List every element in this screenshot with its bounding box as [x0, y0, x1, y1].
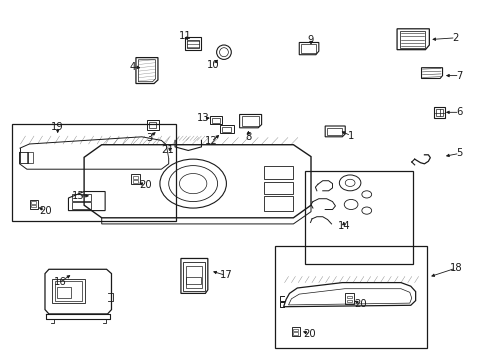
Bar	[183, 262, 204, 291]
Bar	[55, 281, 82, 301]
Text: 1: 1	[347, 131, 354, 141]
Text: 5: 5	[455, 148, 462, 158]
Text: 4: 4	[130, 62, 136, 72]
Bar	[27, 152, 33, 163]
Bar	[275, 246, 426, 348]
Text: 13: 13	[197, 113, 209, 123]
Text: 14: 14	[337, 221, 349, 231]
Text: 12: 12	[204, 136, 217, 147]
Bar	[345, 293, 353, 304]
Text: 19: 19	[51, 122, 64, 132]
Bar	[132, 176, 138, 179]
Bar	[131, 174, 140, 184]
Text: 6: 6	[455, 107, 462, 117]
Text: 2: 2	[451, 33, 458, 43]
Bar	[185, 277, 201, 284]
Bar	[185, 266, 202, 288]
Bar	[146, 120, 159, 130]
Text: 17: 17	[219, 270, 232, 280]
Bar	[264, 196, 293, 211]
Text: 10: 10	[206, 60, 219, 70]
Bar	[399, 31, 425, 48]
Text: 3: 3	[146, 132, 152, 143]
Bar	[210, 116, 222, 124]
Bar	[264, 166, 293, 179]
Text: 20: 20	[39, 206, 52, 216]
Bar	[186, 40, 199, 48]
Text: 21: 21	[161, 145, 173, 155]
Text: 7: 7	[455, 71, 462, 81]
Text: 15: 15	[72, 191, 84, 201]
Bar	[30, 200, 38, 209]
Bar	[132, 180, 138, 183]
Text: 9: 9	[307, 35, 314, 45]
Bar	[433, 107, 444, 118]
Text: 18: 18	[448, 263, 461, 273]
Bar	[12, 124, 175, 221]
Bar	[222, 127, 230, 132]
Bar	[212, 118, 220, 123]
Bar	[293, 329, 298, 331]
Bar	[72, 202, 91, 209]
Bar	[57, 287, 71, 298]
Text: 20: 20	[303, 329, 316, 339]
Bar	[31, 201, 36, 204]
Text: 16: 16	[54, 276, 67, 287]
Bar	[72, 194, 91, 201]
Text: 20: 20	[354, 299, 366, 309]
Bar	[292, 327, 299, 336]
Bar	[346, 300, 351, 302]
Bar	[300, 44, 316, 53]
Bar	[293, 332, 298, 335]
Bar	[326, 128, 342, 135]
Bar	[264, 182, 293, 194]
Bar	[241, 116, 259, 126]
Bar	[220, 125, 233, 133]
Bar	[346, 296, 351, 298]
Bar	[149, 122, 156, 128]
Bar	[31, 205, 36, 207]
Bar	[52, 279, 85, 303]
Bar	[184, 37, 201, 50]
Bar	[305, 171, 412, 264]
Bar	[20, 152, 28, 163]
Text: 11: 11	[178, 31, 191, 41]
Text: 20: 20	[139, 180, 151, 190]
Bar	[435, 109, 442, 116]
Text: 8: 8	[245, 132, 251, 142]
